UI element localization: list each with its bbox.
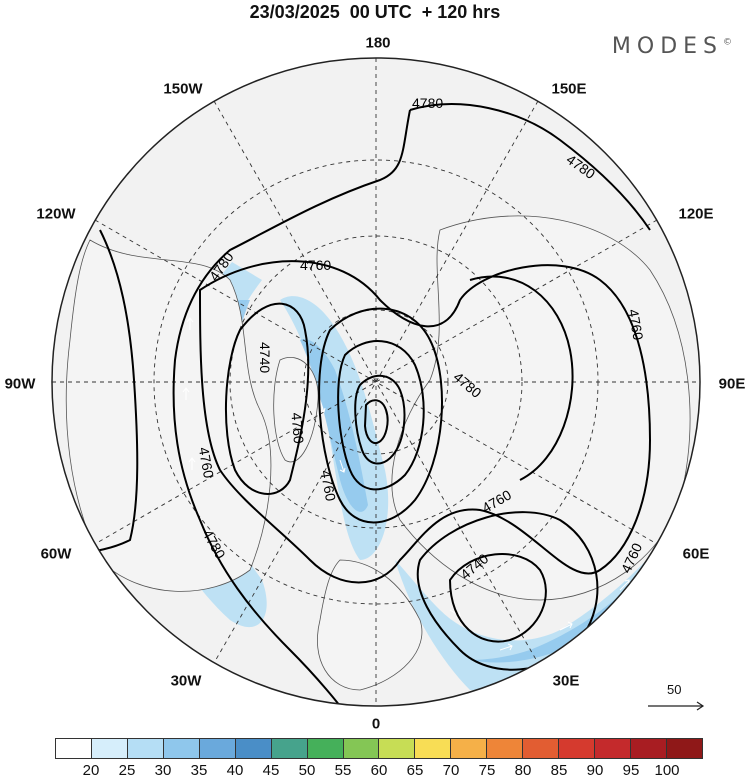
contour-4740-west: [224, 302, 310, 495]
colorbar-cell: [199, 739, 236, 758]
brand-logo: MODES©: [612, 34, 732, 59]
colorbar-cell: [271, 739, 308, 758]
colorbar-tick-label: 100: [654, 762, 680, 779]
colorbar-tick-label: 25: [118, 762, 136, 779]
contour-label: 4760: [318, 469, 339, 503]
colorbar-cell: [56, 739, 92, 758]
height-contours: [69, 103, 652, 706]
colorbar-tick-label: 85: [550, 762, 568, 779]
contour-outer-4780-b: [409, 103, 651, 231]
contour-low-2: [337, 340, 425, 491]
copyright-mark: ©: [723, 37, 732, 48]
colorbar-cell: [451, 739, 488, 758]
colorbar-tick-label: 50: [298, 762, 316, 779]
contour-label: 4780: [412, 95, 443, 111]
contour-low-1: [318, 307, 443, 524]
lon-label-30e: 30E: [552, 672, 580, 690]
graticule: [52, 58, 700, 706]
contour-label: 4760: [625, 308, 646, 342]
colorbar-cell: [487, 739, 524, 758]
colorbar: [55, 738, 703, 759]
lon-label-180: 180: [365, 34, 391, 52]
colorbar-cell: [415, 739, 452, 758]
colorbar-tick-label: 80: [514, 762, 532, 779]
colorbar-tick-label: 65: [406, 762, 424, 779]
lon-label-120e: 120E: [678, 205, 714, 223]
colorbar-cell: [379, 739, 416, 758]
lon-label-90e: 90E: [718, 375, 746, 393]
coastline-eurasia: [391, 215, 691, 601]
colorbar-tick-label: 60: [370, 762, 388, 779]
colorbar-cell: [595, 739, 631, 758]
colorbar-tick-label: 90: [586, 762, 604, 779]
chart-title: 23/03/2025 00 UTC + 120 hrs: [249, 2, 501, 22]
coastline-north-america: [65, 239, 272, 592]
colorbar-cell: [666, 739, 702, 758]
colorbar-tick-label: 75: [478, 762, 496, 779]
colorbar-cell: [343, 739, 380, 758]
colorbar-tick-label: 20: [82, 762, 100, 779]
contour-label: 4760: [288, 412, 307, 445]
colorbar-cell: [163, 739, 200, 758]
colorbar-tick-label: 35: [190, 762, 208, 779]
contour-4780-east: [469, 275, 574, 481]
colorbar-cell: [559, 739, 596, 758]
contour-label: 4760: [196, 446, 217, 480]
colorbar-cell: [523, 739, 560, 758]
colorbar-cell: [91, 739, 128, 758]
lon-label-30w: 30W: [170, 672, 202, 690]
contour-4760-main: [198, 260, 652, 584]
colorbar-tick-label: 70: [442, 762, 460, 779]
colorbar-cell: [127, 739, 164, 758]
map-border: [51, 57, 701, 707]
colorbar-tick-label: 55: [334, 762, 352, 779]
contour-outer-4780: [172, 109, 411, 706]
contour-label: 4740: [257, 342, 273, 373]
lon-label-0: 0: [371, 715, 381, 733]
contour-low-3: [354, 374, 406, 465]
coastline-europe: [317, 559, 423, 691]
colorbar-tick-label: 30: [154, 762, 172, 779]
colorbar-cell: [235, 739, 272, 758]
colorbar-tick-label: 40: [226, 762, 244, 779]
colorbar-cell: [631, 739, 667, 758]
wind-scale-label: 50: [667, 682, 682, 697]
lon-label-150e: 150E: [551, 80, 587, 98]
contour-west-edge: [69, 229, 139, 556]
lon-label-120w: 120W: [36, 205, 76, 223]
contour-label: 4760: [300, 257, 331, 273]
contour-low-4: [363, 399, 389, 444]
lon-label-90w: 90W: [4, 375, 36, 393]
colorbar-tick-label: 45: [262, 762, 280, 779]
contour-4740-south: [448, 553, 547, 643]
land-masses: [65, 215, 691, 691]
lon-label-150w: 150W: [163, 80, 203, 98]
brand-name: MODES: [611, 34, 723, 59]
colorbar-tick-label: 95: [622, 762, 640, 779]
wind-reference-arrow: [648, 701, 705, 711]
lon-label-60e: 60E: [682, 545, 710, 563]
colorbar-cell: [307, 739, 344, 758]
lon-label-60w: 60W: [40, 545, 72, 563]
